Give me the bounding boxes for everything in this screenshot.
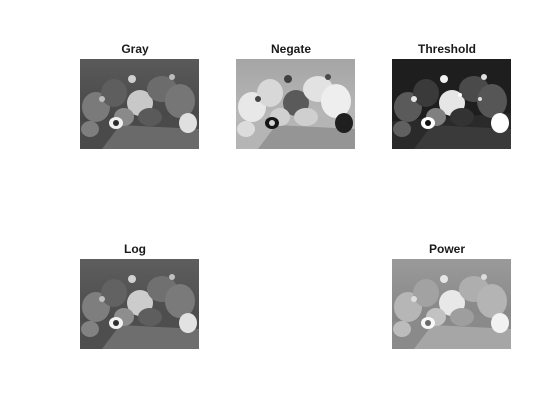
panel-title: Threshold [417,42,476,56]
log-image [80,259,199,349]
panel-title: Power [428,242,465,256]
power-image [392,259,511,349]
panel-title: Gray [121,42,149,56]
panel-title: Negate [270,42,311,56]
panel-threshold: Threshold [377,42,517,152]
panel-title: Log [124,242,146,256]
threshold-image [392,59,511,149]
negate-image [236,59,355,149]
panel-power: Power [377,242,517,352]
panel-log: Log [65,242,205,352]
gray-image [80,59,199,149]
panel-gray: Gray [65,42,205,152]
panel-negate: Negate [221,42,361,152]
